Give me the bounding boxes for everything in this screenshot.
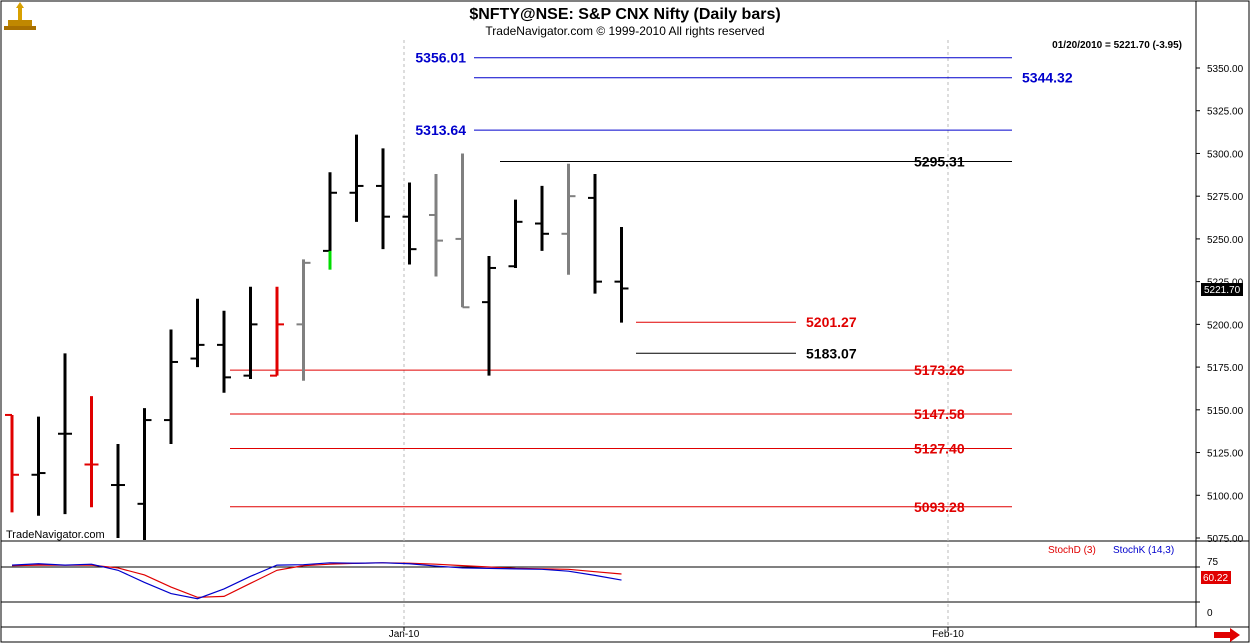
price-bars (5, 134, 629, 540)
ohlc-bar (508, 199, 523, 268)
ohlc-bar (535, 185, 549, 251)
ohlc-bar (455, 153, 470, 309)
chart-subtitle: TradeNavigator.com © 1999-2010 All right… (485, 24, 764, 38)
level-label: 5173.26 (914, 362, 965, 378)
last-price-label: 5221.70 (1204, 285, 1241, 296)
watermark: TradeNavigator.com (6, 529, 105, 541)
ohlc-bar (137, 408, 152, 540)
y-tick-label: 5075.00 (1207, 534, 1244, 545)
scroll-right-arrow-icon[interactable] (1212, 628, 1242, 642)
stoch-tick-label: 0 (1207, 608, 1213, 619)
level-label: 5183.07 (806, 345, 857, 361)
ohlc-bar (296, 259, 311, 381)
last-price-badge (1201, 283, 1243, 296)
time-axis: Jan-10 Feb-10 (389, 627, 964, 640)
legend-stochd: StochD (3) (1048, 545, 1096, 556)
stoch-last-value-label: 60.22 (1203, 573, 1228, 584)
level-label: 5356.01 (415, 50, 466, 66)
y-tick-label: 5275.00 (1207, 192, 1244, 203)
level-label: 5127.40 (914, 440, 965, 456)
stoch-series-line (11, 562, 622, 600)
ohlc-bar (5, 413, 19, 513)
ohlc-bar (376, 148, 390, 250)
stoch-tick-label: 75 (1207, 557, 1219, 568)
y-tick-label: 5175.00 (1207, 363, 1244, 374)
level-label: 5201.27 (806, 314, 857, 330)
y-tick-label: 5200.00 (1207, 320, 1244, 331)
level-label: 5147.58 (914, 406, 965, 422)
stoch-last-value-badge (1201, 571, 1231, 584)
y-tick-label: 5250.00 (1207, 235, 1244, 246)
ohlc-bar (561, 163, 576, 275)
ohlc-bar (588, 173, 602, 294)
y-tick-label: 5325.00 (1207, 107, 1244, 118)
ohlc-bar (429, 173, 443, 277)
price-quote: 01/20/2010 = 5221.70 (-3.95) (1052, 40, 1182, 51)
ohlc-bar (58, 353, 72, 515)
level-label: 5344.32 (1022, 70, 1073, 86)
y-tick-label: 5125.00 (1207, 449, 1244, 460)
ohlc-bar (402, 182, 417, 265)
legend-stochk: StochK (14,3) (1113, 545, 1174, 556)
y-tick-label: 5150.00 (1207, 406, 1244, 417)
ohlc-bar (349, 134, 364, 222)
ohlc-bar (190, 298, 205, 368)
ohlc-bar (243, 286, 258, 380)
trade-navigator-logo-icon (4, 2, 36, 30)
ohlc-bar (111, 444, 125, 538)
level-label: 5295.31 (914, 153, 965, 169)
level-lines: 5356.01 5344.32 5313.64 5295.31 5201.27 5183.… (230, 50, 1073, 515)
x-tick-label: Feb-10 (932, 629, 964, 640)
x-tick-label: Jan-10 (389, 629, 420, 640)
y-tick-label: 5300.00 (1207, 149, 1244, 160)
y-tick-label: 5350.00 (1207, 64, 1244, 75)
stochastic-panel: 75 0 (1, 557, 1219, 619)
level-label: 5313.64 (415, 122, 466, 138)
ohlc-bar (614, 226, 629, 323)
ohlc-bar (84, 396, 99, 508)
level-label: 5093.28 (914, 499, 965, 515)
ohlc-bar (270, 286, 284, 377)
chart-title: $NFTY@NSE: S&P CNX Nifty (Daily bars) (469, 6, 780, 23)
ohlc-bar (31, 416, 46, 516)
y-tick-label: 5100.00 (1207, 491, 1244, 502)
ohlc-bar (482, 256, 496, 376)
ohlc-bar (164, 329, 178, 444)
ohlc-bar (217, 310, 231, 393)
grid (403, 40, 949, 627)
